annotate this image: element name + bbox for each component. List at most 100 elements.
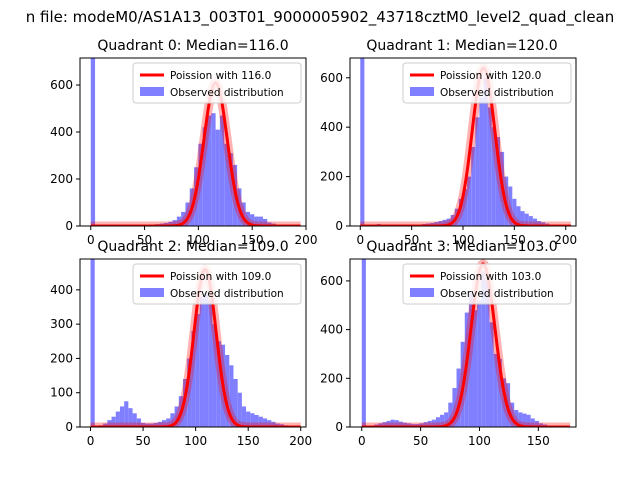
x-tick-label: 50 (413, 434, 428, 448)
x-tick-label: 100 (452, 233, 475, 247)
legend-label-observed: Observed distribution (440, 288, 554, 300)
x-tick-label: 0 (358, 434, 366, 448)
histogram-bar (250, 413, 255, 427)
histogram-bar (510, 402, 515, 427)
histogram-bar (124, 401, 129, 427)
histogram-bar (191, 331, 196, 427)
histogram-bar (90, 58, 96, 226)
histogram-bar (262, 418, 268, 427)
histogram-bar (463, 188, 468, 226)
histogram-bar (442, 219, 447, 226)
histogram-bar (541, 222, 546, 226)
histogram-bar (246, 411, 251, 427)
histogram-bar (241, 406, 247, 427)
y-tick-label: 400 (50, 283, 73, 297)
histogram-bar (360, 58, 365, 226)
histogram-bar (103, 423, 108, 427)
histogram-bar (528, 216, 533, 226)
histogram-bar (187, 358, 192, 427)
histogram-bar (458, 198, 463, 226)
histogram-bar (536, 221, 542, 226)
histogram-bar (423, 422, 428, 427)
histogram-bar (161, 420, 167, 427)
histogram-bar (271, 421, 276, 427)
quadrant-2-title: Quadrant 2: Median=109.0 (97, 239, 288, 255)
legend-box (402, 62, 572, 104)
histogram-bar (508, 186, 513, 226)
y-tick-label: 200 (50, 351, 73, 365)
quadrant-0-panel: 0 50 100 150 200 0 200 400 600 Poission with 116.… (50, 38, 317, 247)
legend-label-fit: Poission with 120.0 (440, 70, 541, 82)
histogram-bar (237, 392, 242, 427)
quadrant-2-panel: 0 50 100 150 200 0 100 200 300 400 Poission with 1… (50, 239, 312, 448)
legend: Poission with 120.0 Observed distribution (402, 62, 572, 104)
x-tick-label: 0 (87, 434, 95, 448)
histogram-bar (435, 417, 441, 427)
legend-box (402, 263, 572, 305)
y-tick-label: 100 (50, 386, 73, 400)
histogram-bar (514, 409, 519, 427)
histogram-bar (157, 421, 162, 427)
histogram-bar (427, 420, 432, 427)
histogram-bar (448, 402, 453, 427)
histogram-bar (254, 216, 259, 226)
legend-label-observed: Observed distribution (440, 87, 554, 99)
histogram-bar (452, 388, 457, 427)
poisson-fit-glow (360, 62, 571, 226)
poisson-fit-line (90, 267, 301, 427)
histogram-bar (434, 222, 439, 226)
histogram-bar (473, 310, 478, 427)
x-tick-label: 100 (184, 434, 207, 448)
legend-label-fit: Poission with 116.0 (170, 70, 271, 82)
histogram-bar (258, 216, 263, 226)
quadrant-0-title: Quadrant 0: Median=116.0 (97, 38, 288, 54)
histogram-bar (493, 353, 498, 427)
axes-frame (79, 258, 307, 428)
histogram-bar (140, 422, 146, 427)
y-tick-label: 600 (320, 71, 343, 85)
histogram-bar (153, 422, 158, 427)
histogram-bar (394, 420, 399, 427)
histogram-bar (520, 211, 525, 226)
histogram-bar (219, 115, 225, 226)
histogram-bar (526, 414, 531, 427)
histogram-bar (382, 422, 387, 427)
histogram-bar (170, 413, 175, 427)
histogram-bar (198, 143, 203, 226)
legend: Poission with 109.0 Observed distribution (132, 263, 302, 305)
histogram-bar (386, 420, 391, 427)
axes-frame (349, 258, 577, 428)
y-tick-label: 400 (320, 323, 343, 337)
y-tick-label: 400 (320, 120, 343, 134)
histogram-bar (229, 365, 234, 427)
histogram-bar (174, 406, 179, 427)
histogram-bar (361, 259, 366, 427)
legend-label-observed: Observed distribution (170, 87, 284, 99)
y-tick-label: 0 (335, 219, 343, 233)
histogram-bar (128, 408, 133, 427)
histogram-bar (245, 211, 251, 226)
histogram-bar (522, 413, 527, 427)
histogram-bar (262, 218, 268, 226)
histogram-bar (524, 213, 529, 226)
histogram-bar (241, 202, 246, 226)
axes-frame (79, 57, 307, 227)
figure-suptitle: n file: modeM0/AS1A13_003T01_9000005902_… (26, 8, 615, 27)
histogram-bar (489, 322, 494, 427)
histogram-bar (149, 423, 154, 427)
x-tick-label: 50 (404, 233, 419, 247)
poisson-fit-glow (90, 77, 301, 226)
histogram-bar (163, 222, 169, 226)
histogram-bar (481, 271, 486, 427)
histogram-bar (195, 313, 200, 427)
histogram-bar (119, 406, 125, 427)
histogram-bar (468, 293, 474, 427)
histogram-bar (206, 115, 212, 226)
quadrant-1-panel: 0 50 100 150 200 0 200 400 600 Poission with 120.… (320, 38, 577, 247)
poisson-fit-line (360, 66, 571, 226)
y-tick-label: 200 (320, 371, 343, 385)
legend-label-fit: Poission with 103.0 (440, 271, 541, 283)
histogram-bar (267, 420, 272, 427)
histogram-bar (233, 379, 238, 427)
x-tick-label: 200 (289, 434, 312, 448)
